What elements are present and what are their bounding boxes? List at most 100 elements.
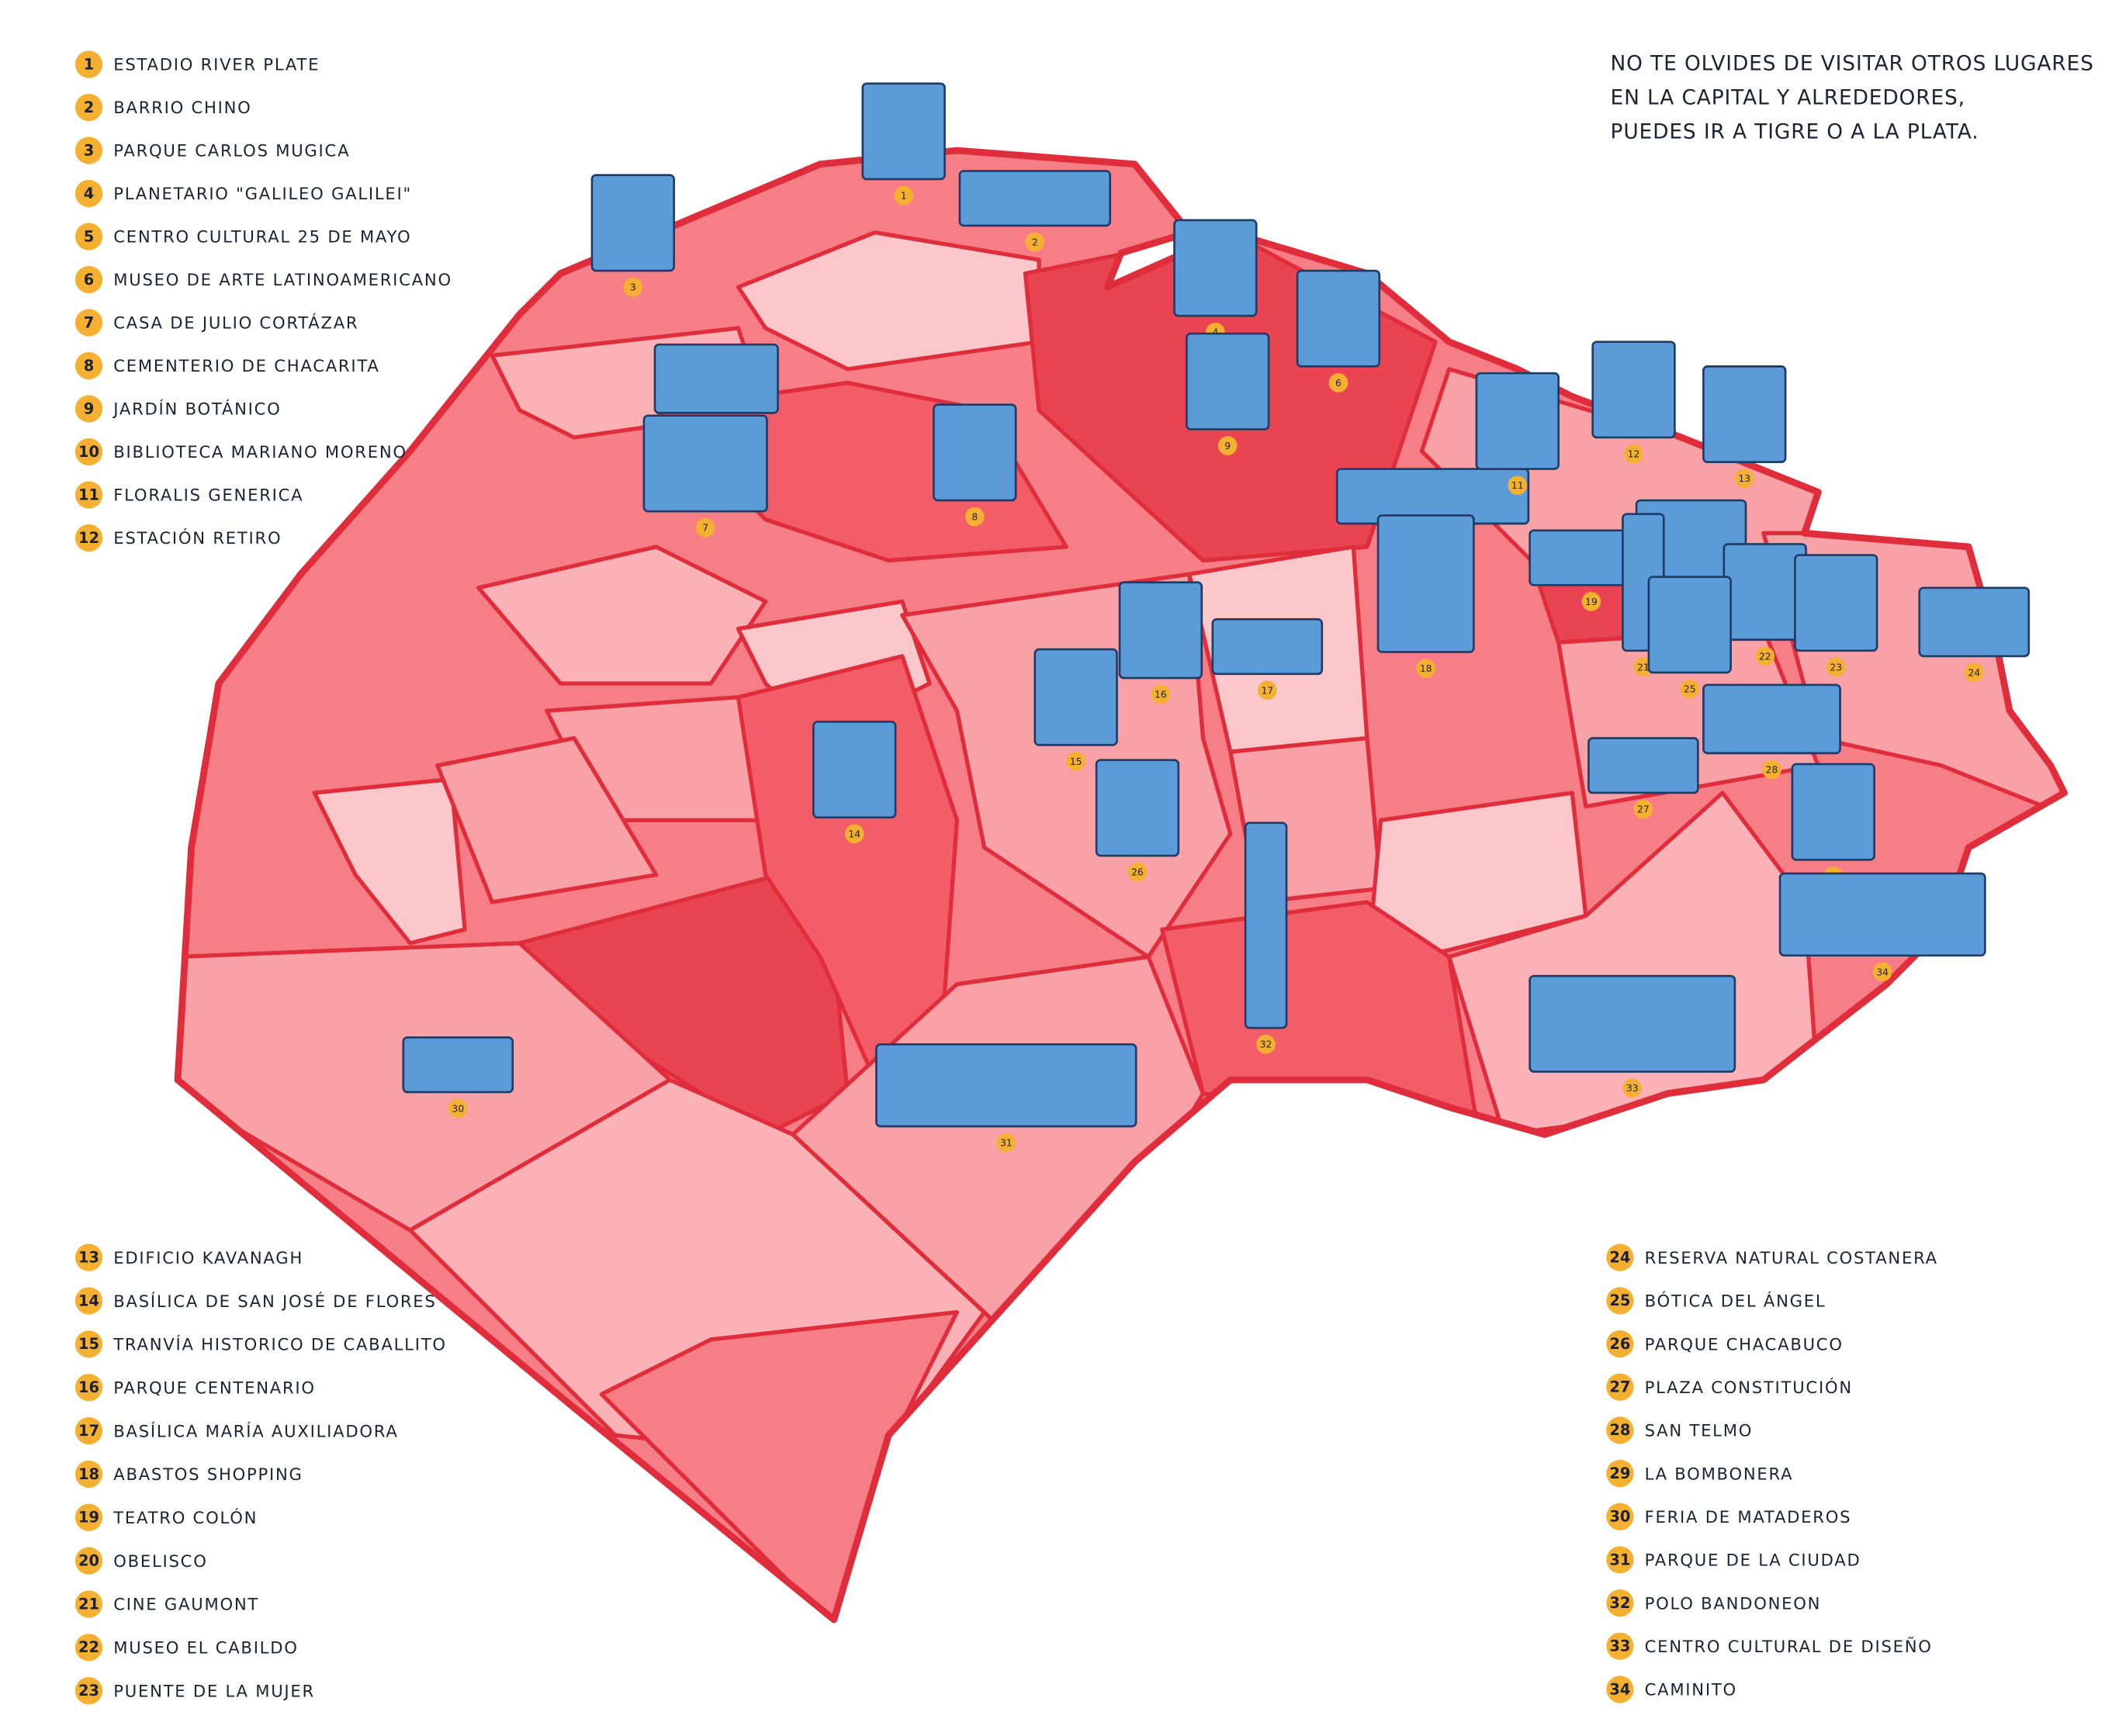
legend-number: 28: [1609, 1421, 1630, 1439]
map-marker-number: 8: [971, 512, 978, 523]
map-marker: [1151, 684, 1171, 704]
map-marker: [1066, 752, 1085, 771]
legend-badge: [74, 524, 103, 552]
map-marker-number: 24: [1968, 667, 1980, 678]
legend-badge: [74, 1503, 103, 1531]
landmark-icon: [1588, 737, 1699, 794]
legend-badge: [74, 351, 103, 380]
map-marker-number: 3: [630, 282, 636, 293]
legend-number: 25: [1609, 1292, 1630, 1309]
district: [476, 545, 768, 686]
legend-label: FERIA DE MATADEROS: [1645, 1507, 1852, 1527]
landmark-icon: [812, 721, 897, 819]
note-line: NO TE OLVIDES DE VISITAR OTROS LUGARES: [1611, 51, 2094, 75]
legend-label: PARQUE DE LA CIUDAD: [1645, 1551, 1861, 1570]
map-marker-number: 9: [1224, 441, 1231, 451]
map-marker: [1633, 799, 1653, 819]
landmark-icon: [1244, 821, 1288, 1029]
map-marker-number: 11: [1511, 480, 1524, 491]
legend-number: 31: [1609, 1551, 1630, 1568]
legend-number: 9: [84, 399, 94, 417]
legend-label: TRANVÍA HISTORICO DE CABALLITO: [113, 1335, 447, 1354]
legend-number: 17: [78, 1422, 99, 1440]
map-marker: [1762, 759, 1781, 780]
legend-number: 33: [1609, 1637, 1630, 1655]
map-marker: [1680, 679, 1700, 699]
landmark-icon: [1376, 514, 1475, 653]
landmark-icon: [1296, 269, 1381, 368]
legend-label: PLANETARIO "GALILEO GALILEI": [113, 184, 412, 203]
legend-badge: [1606, 1675, 1634, 1703]
legend-number: 22: [78, 1638, 99, 1656]
district: [1160, 900, 1479, 1123]
legend-number: 5: [84, 227, 94, 245]
landmark-icon: [1118, 581, 1203, 680]
legend-label: CEMENTERIO DE CHACARITA: [113, 356, 379, 375]
map-marker: [1581, 592, 1601, 611]
legend-label: SAN TELMO: [1645, 1421, 1754, 1440]
legend-badge: [1606, 1287, 1634, 1315]
landmark-icon: [958, 170, 1112, 227]
map-marker-number: 34: [1876, 967, 1889, 977]
map-marker: [1257, 680, 1277, 700]
map-marker-number: 17: [1261, 685, 1273, 696]
legend-badge: [74, 1243, 103, 1271]
map-marker-number: 14: [848, 828, 860, 839]
map-marker: [1256, 1034, 1276, 1054]
landmark-icon: [1095, 759, 1180, 857]
landmark-icon: [1791, 763, 1875, 861]
legend-badge: [74, 437, 103, 466]
legend-number: 13: [78, 1249, 99, 1267]
landmark-icon: [1591, 341, 1676, 439]
legend-badge: [1606, 1589, 1634, 1617]
legend-number: 20: [78, 1552, 99, 1570]
legend-number: 1: [84, 55, 94, 73]
legend-badge: [74, 481, 103, 509]
note-line: EN LA CAPITAL Y ALREDEDORES,: [1611, 86, 1965, 110]
legend-badge: [1606, 1459, 1634, 1488]
map-marker-number: 6: [1335, 378, 1342, 389]
legend-label: CINE GAUMONT: [113, 1595, 259, 1614]
landmark-icon: [1778, 872, 1986, 957]
map-marker-number: 30: [452, 1103, 464, 1114]
map-marker-number: 23: [1830, 662, 1842, 673]
landmark-icon: [1794, 554, 1878, 652]
legend-number: 14: [78, 1292, 99, 1309]
map-marker-number: 26: [1131, 867, 1144, 878]
legend-number: 16: [78, 1378, 99, 1396]
legend-badge: [74, 1547, 103, 1575]
legend-number: 23: [78, 1682, 99, 1700]
map-marker-number: 1: [901, 191, 907, 202]
note-line: PUEDES IR A TIGRE O A LA PLATA.: [1611, 120, 1979, 144]
legend-label: BIBLIOTECA MARIANO MORENO: [113, 442, 407, 462]
landmark-icon: [1918, 586, 2031, 658]
legend-number: 6: [84, 271, 94, 289]
legend-label: ESTACIÓN RETIRO: [113, 528, 282, 548]
legend-number: 30: [1609, 1508, 1630, 1526]
landmark-icon: [1647, 576, 1732, 674]
legend-number: 24: [1609, 1249, 1630, 1267]
legend-number: 4: [84, 185, 94, 202]
map-marker-number: 12: [1628, 449, 1640, 460]
map-marker: [1416, 659, 1436, 679]
legend-badge: [1606, 1373, 1634, 1401]
legend-badge: [74, 223, 103, 251]
map-marker: [448, 1098, 468, 1119]
legend-number: 15: [78, 1335, 99, 1353]
landmark-icon: [1723, 543, 1807, 641]
legend-number: 34: [1609, 1680, 1630, 1698]
legend-number: 2: [84, 99, 94, 116]
legend-number: 32: [1609, 1594, 1630, 1612]
legend-badge: [74, 1590, 103, 1618]
legend-number: 8: [84, 357, 94, 375]
landmark-icon: [1173, 219, 1258, 317]
legend-number: 29: [1609, 1465, 1630, 1482]
legend-label: CASA DE JULIO CORTÁZAR: [113, 313, 358, 333]
legend-number: 18: [78, 1465, 99, 1483]
legend-label: RESERVA NATURAL COSTANERA: [1645, 1248, 1938, 1267]
landmark-icon: [1529, 974, 1736, 1073]
legend-label: BÓTICA DEL ÁNGEL: [1645, 1292, 1826, 1311]
map-marker-number: 25: [1684, 684, 1696, 695]
map-marker: [1127, 862, 1148, 882]
legend-label: CENTRO CULTURAL 25 DE MAYO: [113, 227, 411, 247]
